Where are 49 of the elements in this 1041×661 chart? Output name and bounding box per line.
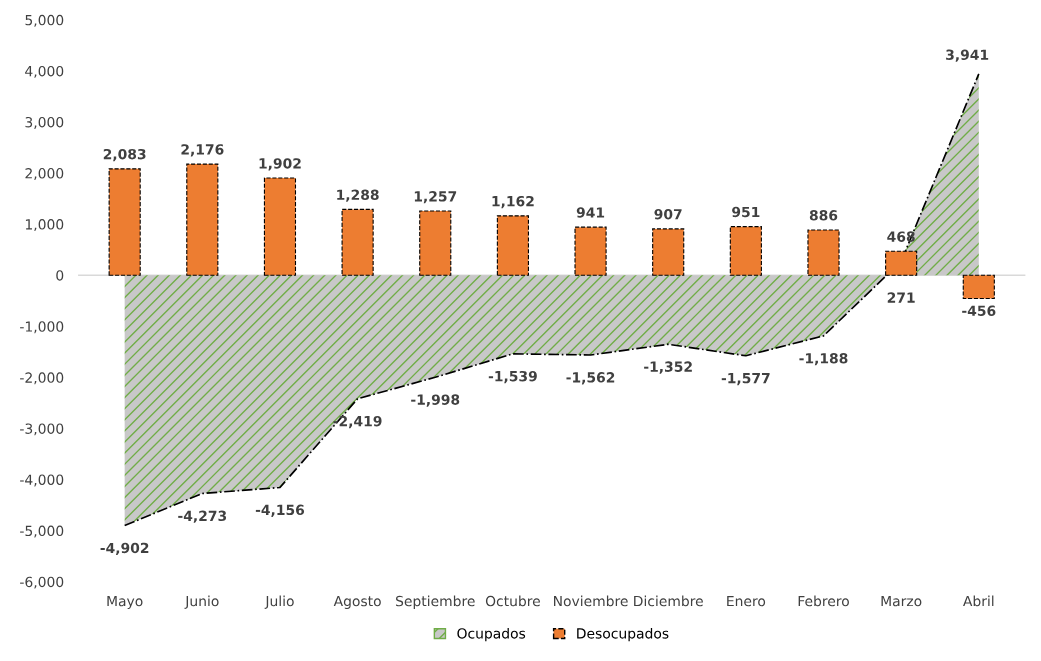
data-label: 886 [809,210,838,221]
y-tick-label: -2,000 [20,372,64,385]
x-tick-label: Agosto [333,596,381,610]
data-label: 1,288 [337,189,379,202]
data-label: 1,902 [259,158,301,171]
data-label: -1,562 [566,372,615,385]
x-tick-label: Septiembre [396,595,475,610]
data-label: -1,188 [799,353,848,366]
x-tick-label: Marzo [881,596,922,607]
legend-label: Desocupados [577,627,669,642]
data-label: 271 [887,292,915,303]
y-tick-label: 3,000 [25,116,64,129]
data-label: 907 [654,208,682,220]
x-tick-label: Noviembre [554,595,628,607]
data-label: -1,352 [644,361,692,374]
data-label: -456 [962,305,996,316]
x-tick-label: Octubre [485,595,540,607]
data-label: 1,162 [492,195,534,209]
y-tick-label: -5,000 [20,525,64,538]
x-tick-label: Mayo [107,596,143,610]
y-tick-label: -1,000 [20,321,64,334]
y-tick-label: 5,000 [25,14,64,27]
data-label: -2,419 [333,415,382,429]
data-label: -4,273 [178,510,227,523]
y-tick-label: -3,000 [20,423,64,436]
y-tick-label: 0 [56,270,64,281]
data-label: -4,156 [255,504,305,517]
y-tick-label: 2,000 [25,168,64,180]
x-tick-label: Diciembre [634,595,703,607]
x-tick-label: Enero [727,596,766,607]
data-label: -1,998 [411,394,460,407]
x-tick-label: Junio [184,595,219,609]
y-tick-label: 1,000 [25,219,64,232]
y-tick-label: -6,000 [20,576,64,589]
data-label: 3,941 [946,49,989,62]
data-label: 941 [576,207,605,218]
data-label: 2,176 [181,144,224,157]
x-tick-label: Febrero [798,595,849,607]
data-label: -1,577 [721,373,770,386]
data-label: 951 [732,206,760,218]
y-tick-label: 4,000 [25,65,64,78]
data-label: 2,083 [103,148,146,162]
data-label: -1,539 [488,370,537,384]
data-label: 1,257 [414,191,457,204]
data-label: -4,902 [100,542,149,555]
y-tick-label: -4,000 [20,474,64,487]
x-tick-label: Julio [264,595,294,609]
legend-label: Ocupados [457,627,526,642]
x-tick-label: Abril [963,595,994,607]
